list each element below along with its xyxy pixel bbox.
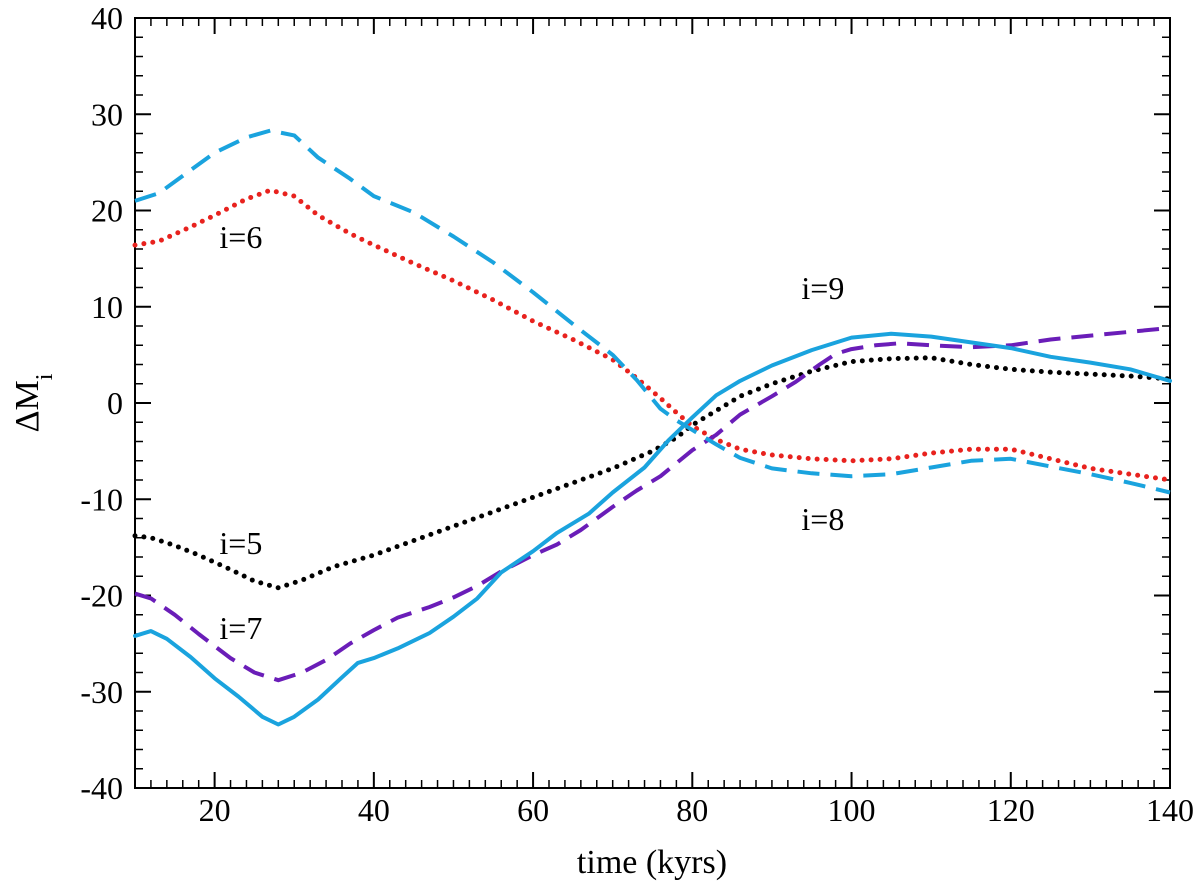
x-axis-label: time (kyrs) — [577, 844, 727, 881]
plot-area — [134, 17, 1171, 789]
svg-text:ΔMi: ΔMi — [9, 373, 58, 432]
series-line-i5 — [132, 355, 1173, 591]
y-tick-label: 40 — [91, 0, 123, 36]
y-tick-label: -20 — [80, 578, 123, 614]
annotation-i6: i=6 — [219, 219, 262, 255]
y-tick-label: -10 — [80, 481, 123, 517]
x-tick-label: 100 — [828, 792, 876, 828]
series-line-i8 — [134, 128, 1171, 495]
x-tick-label: 140 — [1146, 792, 1194, 828]
annotation-i9: i=9 — [801, 270, 844, 306]
y-tick-label: 10 — [91, 289, 123, 325]
y-tick-label: 0 — [107, 385, 123, 421]
x-tick-label: 120 — [987, 792, 1035, 828]
series-line-i7 — [134, 325, 1171, 683]
y-axis-label-subscript: i — [32, 373, 58, 380]
annotation-i7: i=7 — [219, 610, 262, 646]
series-line-i9 — [133, 331, 1172, 727]
annotation-i8: i=8 — [801, 501, 844, 537]
x-tick-label: 40 — [358, 792, 390, 828]
annotation-i5: i=5 — [219, 525, 262, 561]
series-group — [132, 128, 1173, 727]
x-tick-label: 80 — [676, 792, 708, 828]
annotations: i=6 i=9 i=5 i=8 i=7 — [219, 219, 844, 646]
x-tick-label: 20 — [199, 792, 231, 828]
y-tick-label: 30 — [91, 96, 123, 132]
y-tick-label: -40 — [80, 770, 123, 806]
y-tick-label: -30 — [80, 674, 123, 710]
tick-labels: 20 40 60 80 100 120 140 -40 -30 -20 -10 0 10 20 30 40 — [80, 0, 1194, 828]
x-tick-label: 60 — [517, 792, 549, 828]
y-axis-label: ΔMi — [9, 373, 58, 432]
y-axis-label-main: ΔM — [9, 380, 46, 432]
y-tick-label: 20 — [91, 193, 123, 229]
